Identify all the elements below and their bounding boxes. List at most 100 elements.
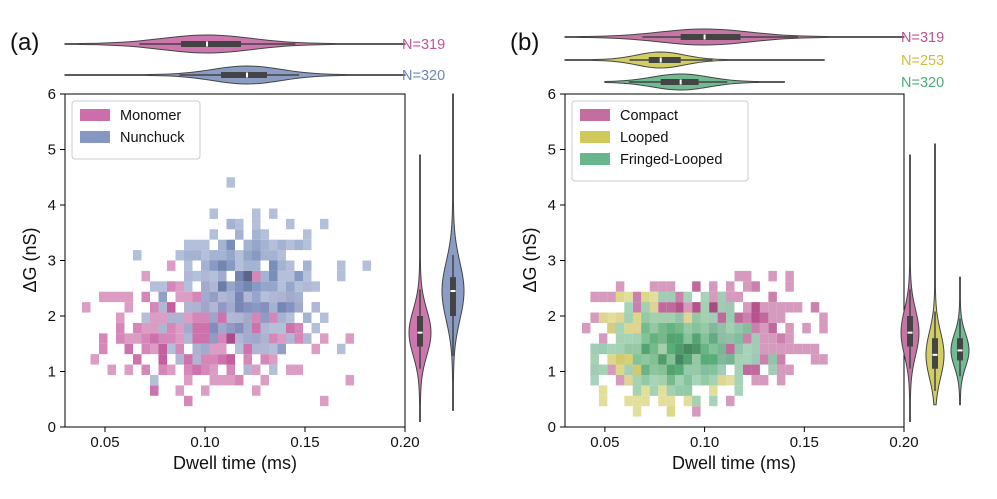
heatmap-bin <box>345 333 354 344</box>
heatmap-bin <box>742 302 752 313</box>
heatmap-bin <box>717 364 727 375</box>
heatmap-bin <box>658 354 667 365</box>
heatmap-bin <box>700 354 710 365</box>
heatmap-bin <box>201 270 210 282</box>
heatmap-bin <box>141 322 150 334</box>
violin-iqr-box <box>932 338 938 369</box>
heatmap-bin <box>277 281 286 292</box>
heatmap-bin <box>692 364 701 375</box>
heatmap-bin <box>700 364 710 375</box>
heatmap-bin <box>641 354 650 365</box>
heatmap-bin <box>150 343 159 355</box>
heatmap-bin <box>294 239 303 251</box>
heatmap-bin <box>666 374 676 386</box>
heatmap-bin <box>624 354 633 365</box>
heatmap-bin <box>252 281 261 292</box>
heatmap-bin <box>235 333 244 344</box>
heatmap-bin <box>303 270 312 282</box>
heatmap-bin <box>632 302 642 313</box>
heatmap-bin <box>726 395 735 407</box>
heatmap-bin <box>260 270 269 282</box>
heatmap-bin <box>759 322 769 334</box>
panel-a-y-axis-label: ΔG (nS) <box>20 227 40 292</box>
heatmap-bin <box>218 312 227 323</box>
heatmap-bin <box>759 333 769 344</box>
heatmap-bin <box>226 218 235 230</box>
heatmap-bin <box>158 312 167 323</box>
heatmap-bin <box>581 322 591 334</box>
heatmap-bin <box>243 364 252 375</box>
heatmap-bin <box>726 354 735 365</box>
y-tick-label: 0 <box>48 419 56 436</box>
heatmap-bin <box>692 354 701 365</box>
heatmap-bin <box>158 354 167 365</box>
heatmap-bin <box>277 250 286 261</box>
top-violin-compact <box>564 28 905 46</box>
heatmap-bin <box>277 291 286 303</box>
heatmap-bin <box>717 354 727 365</box>
heatmap-bin <box>252 322 261 334</box>
heatmap-bin <box>759 374 769 386</box>
heatmap-bin <box>709 312 718 323</box>
y-tick-label: 3 <box>48 253 56 270</box>
heatmap-bin <box>269 250 278 261</box>
heatmap-bin <box>141 343 150 355</box>
heatmap-bin <box>590 354 599 365</box>
heatmap-bin <box>277 322 286 334</box>
heatmap-bin <box>184 260 193 271</box>
heatmap-bin <box>209 270 218 282</box>
heatmap-bin <box>294 302 303 313</box>
heatmap-bin <box>260 312 269 323</box>
heatmap-bin <box>311 322 320 334</box>
heatmap-bin <box>201 343 210 355</box>
heatmap-bin <box>252 218 261 230</box>
heatmap-bin <box>632 354 642 365</box>
heatmap-bin <box>768 343 777 355</box>
heatmap-bin <box>218 281 227 292</box>
heatmap-bin <box>192 333 201 344</box>
heatmap-bin <box>235 343 244 355</box>
heatmap-bin <box>768 354 777 365</box>
heatmap-bin <box>607 354 616 365</box>
heatmap-bin <box>201 354 210 365</box>
heatmap-bin <box>624 395 633 407</box>
nunchuck-heatmap-bins <box>133 177 371 386</box>
heatmap-bin <box>658 281 667 292</box>
heatmap-bin <box>150 281 159 292</box>
heatmap-bin <box>666 281 676 292</box>
heatmap-bin <box>734 312 743 323</box>
heatmap-bin <box>598 312 608 323</box>
heatmap-bin <box>286 291 295 303</box>
heatmap-bin <box>243 270 252 282</box>
heatmap-bin <box>700 302 710 313</box>
heatmap-bin <box>734 364 743 375</box>
heatmap-bin <box>192 322 201 334</box>
heatmap-bin <box>184 364 193 375</box>
heatmap-bin <box>776 333 786 344</box>
heatmap-bin <box>632 312 642 323</box>
heatmap-bin <box>734 270 743 282</box>
heatmap-bin <box>776 364 786 375</box>
heatmap-bin <box>649 333 659 344</box>
right-violin-nunchuck <box>441 93 465 411</box>
heatmap-bin <box>776 354 786 365</box>
count-label-compact: N=319 <box>901 30 944 46</box>
heatmap-bin <box>218 250 227 261</box>
heatmap-bin <box>658 385 667 396</box>
heatmap-bin <box>726 291 735 303</box>
violin-body <box>900 154 920 422</box>
heatmap-bin <box>260 322 269 334</box>
heatmap-bin <box>337 270 346 282</box>
violin-iqr-box <box>450 277 456 316</box>
heatmap-bin <box>810 354 820 365</box>
y-tick-label: 6 <box>548 86 556 103</box>
heatmap-bin <box>742 364 752 375</box>
heatmap-bin <box>666 302 676 313</box>
heatmap-bin <box>303 333 312 344</box>
heatmap-bin <box>150 385 159 396</box>
right-violin-compact <box>900 154 920 422</box>
heatmap-bin <box>751 364 760 375</box>
heatmap-bin <box>286 270 295 282</box>
heatmap-bin <box>201 322 210 334</box>
